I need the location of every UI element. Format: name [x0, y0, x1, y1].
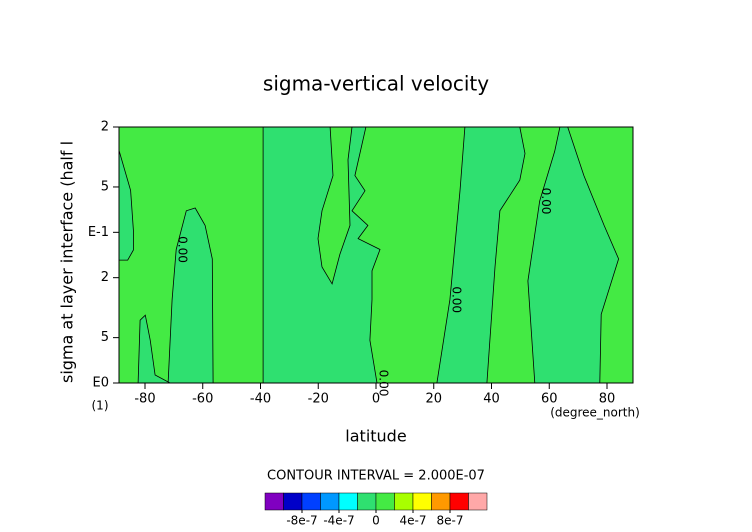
contour-label: 0.00 — [449, 286, 463, 313]
x-tick-label: -60 — [192, 392, 213, 407]
contour-region — [436, 126, 526, 384]
colorbar-tick-label: 0 — [372, 514, 380, 528]
colorbar-swatch — [264, 492, 284, 511]
y-units: (1) — [92, 399, 109, 413]
x-tick-label: 20 — [425, 392, 442, 407]
x-tick-label: -80 — [134, 392, 155, 407]
y-tick-label: 5 — [101, 330, 109, 345]
contour-interval: CONTOUR INTERVAL = 2.000E-07 — [267, 469, 485, 484]
colorbar-swatch — [431, 492, 451, 511]
colorbar-tick-label: -8e-7 — [286, 514, 317, 528]
colorbar-swatch — [301, 492, 321, 511]
colorbar-swatch — [375, 492, 395, 511]
contour-region — [167, 207, 214, 384]
colorbar-swatch — [412, 492, 432, 511]
x-tick-label: 0 — [372, 392, 380, 407]
y-tick-label: 5 — [101, 179, 109, 194]
colorbar-swatch — [320, 492, 340, 511]
x-tick-label: 60 — [541, 392, 558, 407]
colorbar-swatch — [283, 492, 303, 511]
colorbar-swatch — [357, 492, 377, 511]
colorbar-swatch — [394, 492, 414, 511]
colorbar-swatch — [468, 492, 488, 511]
colorbar-tick-label: 4e-7 — [400, 514, 427, 528]
y-tick-label: E-1 — [88, 225, 109, 240]
contour-region — [262, 126, 381, 384]
y-tick-label: E0 — [93, 376, 110, 391]
x-tick-label: -20 — [308, 392, 329, 407]
x-units: (degree_north) — [550, 406, 640, 420]
colorbar-swatch — [449, 492, 469, 511]
x-axis-label: latitude — [345, 427, 406, 446]
chart-title: sigma-vertical velocity — [263, 72, 489, 96]
x-tick-label: 40 — [483, 392, 500, 407]
contour-region — [527, 126, 620, 384]
x-tick-label: -40 — [250, 392, 271, 407]
contour-label: 0.00 — [539, 188, 553, 215]
y-tick-label: 2 — [101, 120, 109, 135]
contour-label: 0.00 — [176, 236, 190, 263]
colorbar-swatch — [338, 492, 358, 511]
colorbar-tick-label: 8e-7 — [437, 514, 464, 528]
x-tick-label: 80 — [599, 392, 616, 407]
y-axis-label: sigma at layer interface (half l — [58, 141, 77, 383]
colorbar-tick-label: -4e-7 — [323, 514, 354, 528]
y-tick-label: 2 — [101, 270, 109, 285]
